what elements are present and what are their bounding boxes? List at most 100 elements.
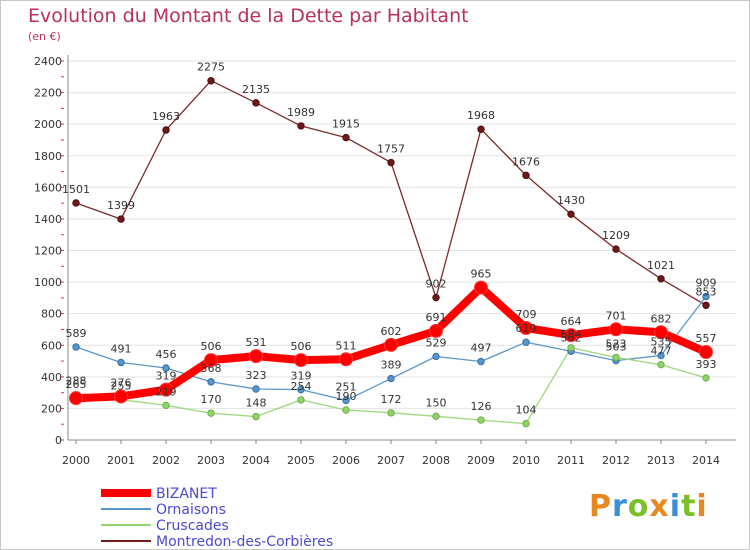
x-tick-label: 2014	[692, 454, 720, 467]
data-labels: 1501 1399 1963 2275 2135 1989 1915 1757 902 1968 1…	[62, 61, 717, 417]
y-tick-label: 200	[41, 402, 62, 415]
data-label: 389	[381, 359, 402, 372]
data-point	[297, 396, 305, 404]
data-label: 1757	[377, 143, 405, 156]
data-label: 319	[291, 370, 312, 383]
logo-letter: r	[612, 489, 628, 524]
data-point	[477, 416, 485, 424]
x-tick-label: 2010	[512, 454, 540, 467]
logo-letter: i	[669, 489, 682, 524]
data-label: 1399	[107, 199, 135, 212]
data-label: 584	[561, 328, 582, 341]
data-point	[432, 352, 440, 361]
data-label: 1209	[602, 229, 630, 242]
data-label: 664	[561, 315, 582, 328]
data-label: 682	[651, 312, 672, 325]
x-tick-label: 2008	[422, 454, 450, 467]
y-tick-label: 1400	[34, 213, 62, 226]
data-point	[387, 374, 395, 383]
data-point	[657, 275, 665, 283]
data-label: 1915	[332, 118, 360, 131]
data-label: 148	[246, 397, 267, 410]
data-label: 701	[606, 309, 627, 322]
data-point	[654, 325, 668, 340]
data-point	[117, 358, 125, 367]
data-label: 150	[426, 396, 447, 409]
data-label: 2135	[242, 83, 270, 96]
y-tick-label: 600	[41, 339, 62, 352]
data-point	[69, 391, 83, 406]
data-point	[117, 215, 125, 223]
data-point	[657, 351, 665, 360]
logo-letter: i	[696, 489, 708, 524]
data-label: 254	[291, 380, 312, 393]
data-point	[252, 412, 260, 421]
data-label: 172	[381, 393, 402, 406]
data-point	[207, 378, 215, 386]
data-point	[252, 385, 260, 393]
data-label: 1021	[647, 259, 675, 272]
data-point	[207, 77, 215, 85]
data-point	[162, 401, 170, 410]
data-point	[159, 382, 173, 397]
data-label: 709	[516, 308, 537, 321]
data-point	[429, 323, 443, 338]
x-tick-label: 2003	[197, 454, 225, 467]
data-point	[477, 357, 485, 366]
data-label: 589	[66, 327, 87, 340]
y-tick-label: 1200	[34, 245, 62, 258]
data-point	[297, 385, 305, 394]
x-tick-label: 2005	[287, 454, 315, 467]
x-tick-label: 2009	[467, 454, 495, 467]
data-point	[612, 245, 620, 253]
data-label: 126	[471, 400, 492, 413]
proxiti-logo: Proxiti	[589, 489, 708, 524]
data-point	[432, 293, 440, 302]
data-label: 902	[426, 278, 447, 291]
data-label: 491	[111, 342, 132, 355]
data-label: 909	[696, 276, 717, 289]
data-label: 1989	[287, 106, 315, 119]
data-point	[474, 280, 488, 295]
logo-letter: x	[649, 489, 670, 524]
data-point	[387, 158, 395, 167]
data-point	[432, 412, 440, 421]
data-label: 557	[696, 332, 717, 345]
data-label: 319	[156, 370, 177, 383]
data-label: 562	[561, 331, 582, 344]
data-label: 535	[651, 336, 672, 349]
data-label: 503	[606, 341, 627, 354]
data-point	[162, 364, 170, 372]
chart-title: Evolution du Montant de la Dette par Hab…	[28, 5, 469, 27]
data-label: 219	[156, 385, 177, 398]
data-label: 529	[426, 336, 447, 349]
logo-letter: P	[589, 489, 612, 524]
data-point	[522, 419, 530, 428]
series-points	[69, 77, 713, 428]
data-point	[114, 389, 128, 404]
data-label: 531	[246, 336, 267, 349]
data-point	[72, 199, 80, 207]
data-point	[207, 409, 215, 417]
x-tick-label: 2002	[152, 454, 180, 467]
data-point	[702, 292, 710, 301]
x-tick-label: 2004	[242, 454, 270, 467]
x-tick-label: 2012	[602, 454, 630, 467]
data-label: 255	[111, 380, 132, 393]
y-tick-label: 2000	[34, 118, 62, 131]
data-label: 1501	[62, 183, 90, 196]
data-point	[384, 337, 398, 352]
data-label: 619	[516, 322, 537, 335]
data-point	[342, 406, 350, 414]
data-point	[567, 344, 575, 352]
data-point	[477, 125, 485, 133]
data-label: 190	[336, 390, 357, 403]
legend-label: BIZANET	[156, 486, 217, 502]
data-label: 2275	[197, 61, 225, 74]
y-tick-label: 1000	[34, 276, 62, 289]
data-point	[162, 126, 170, 134]
x-tick-label: 2000	[62, 454, 90, 467]
data-label: 456	[156, 348, 177, 361]
data-point	[699, 345, 713, 360]
